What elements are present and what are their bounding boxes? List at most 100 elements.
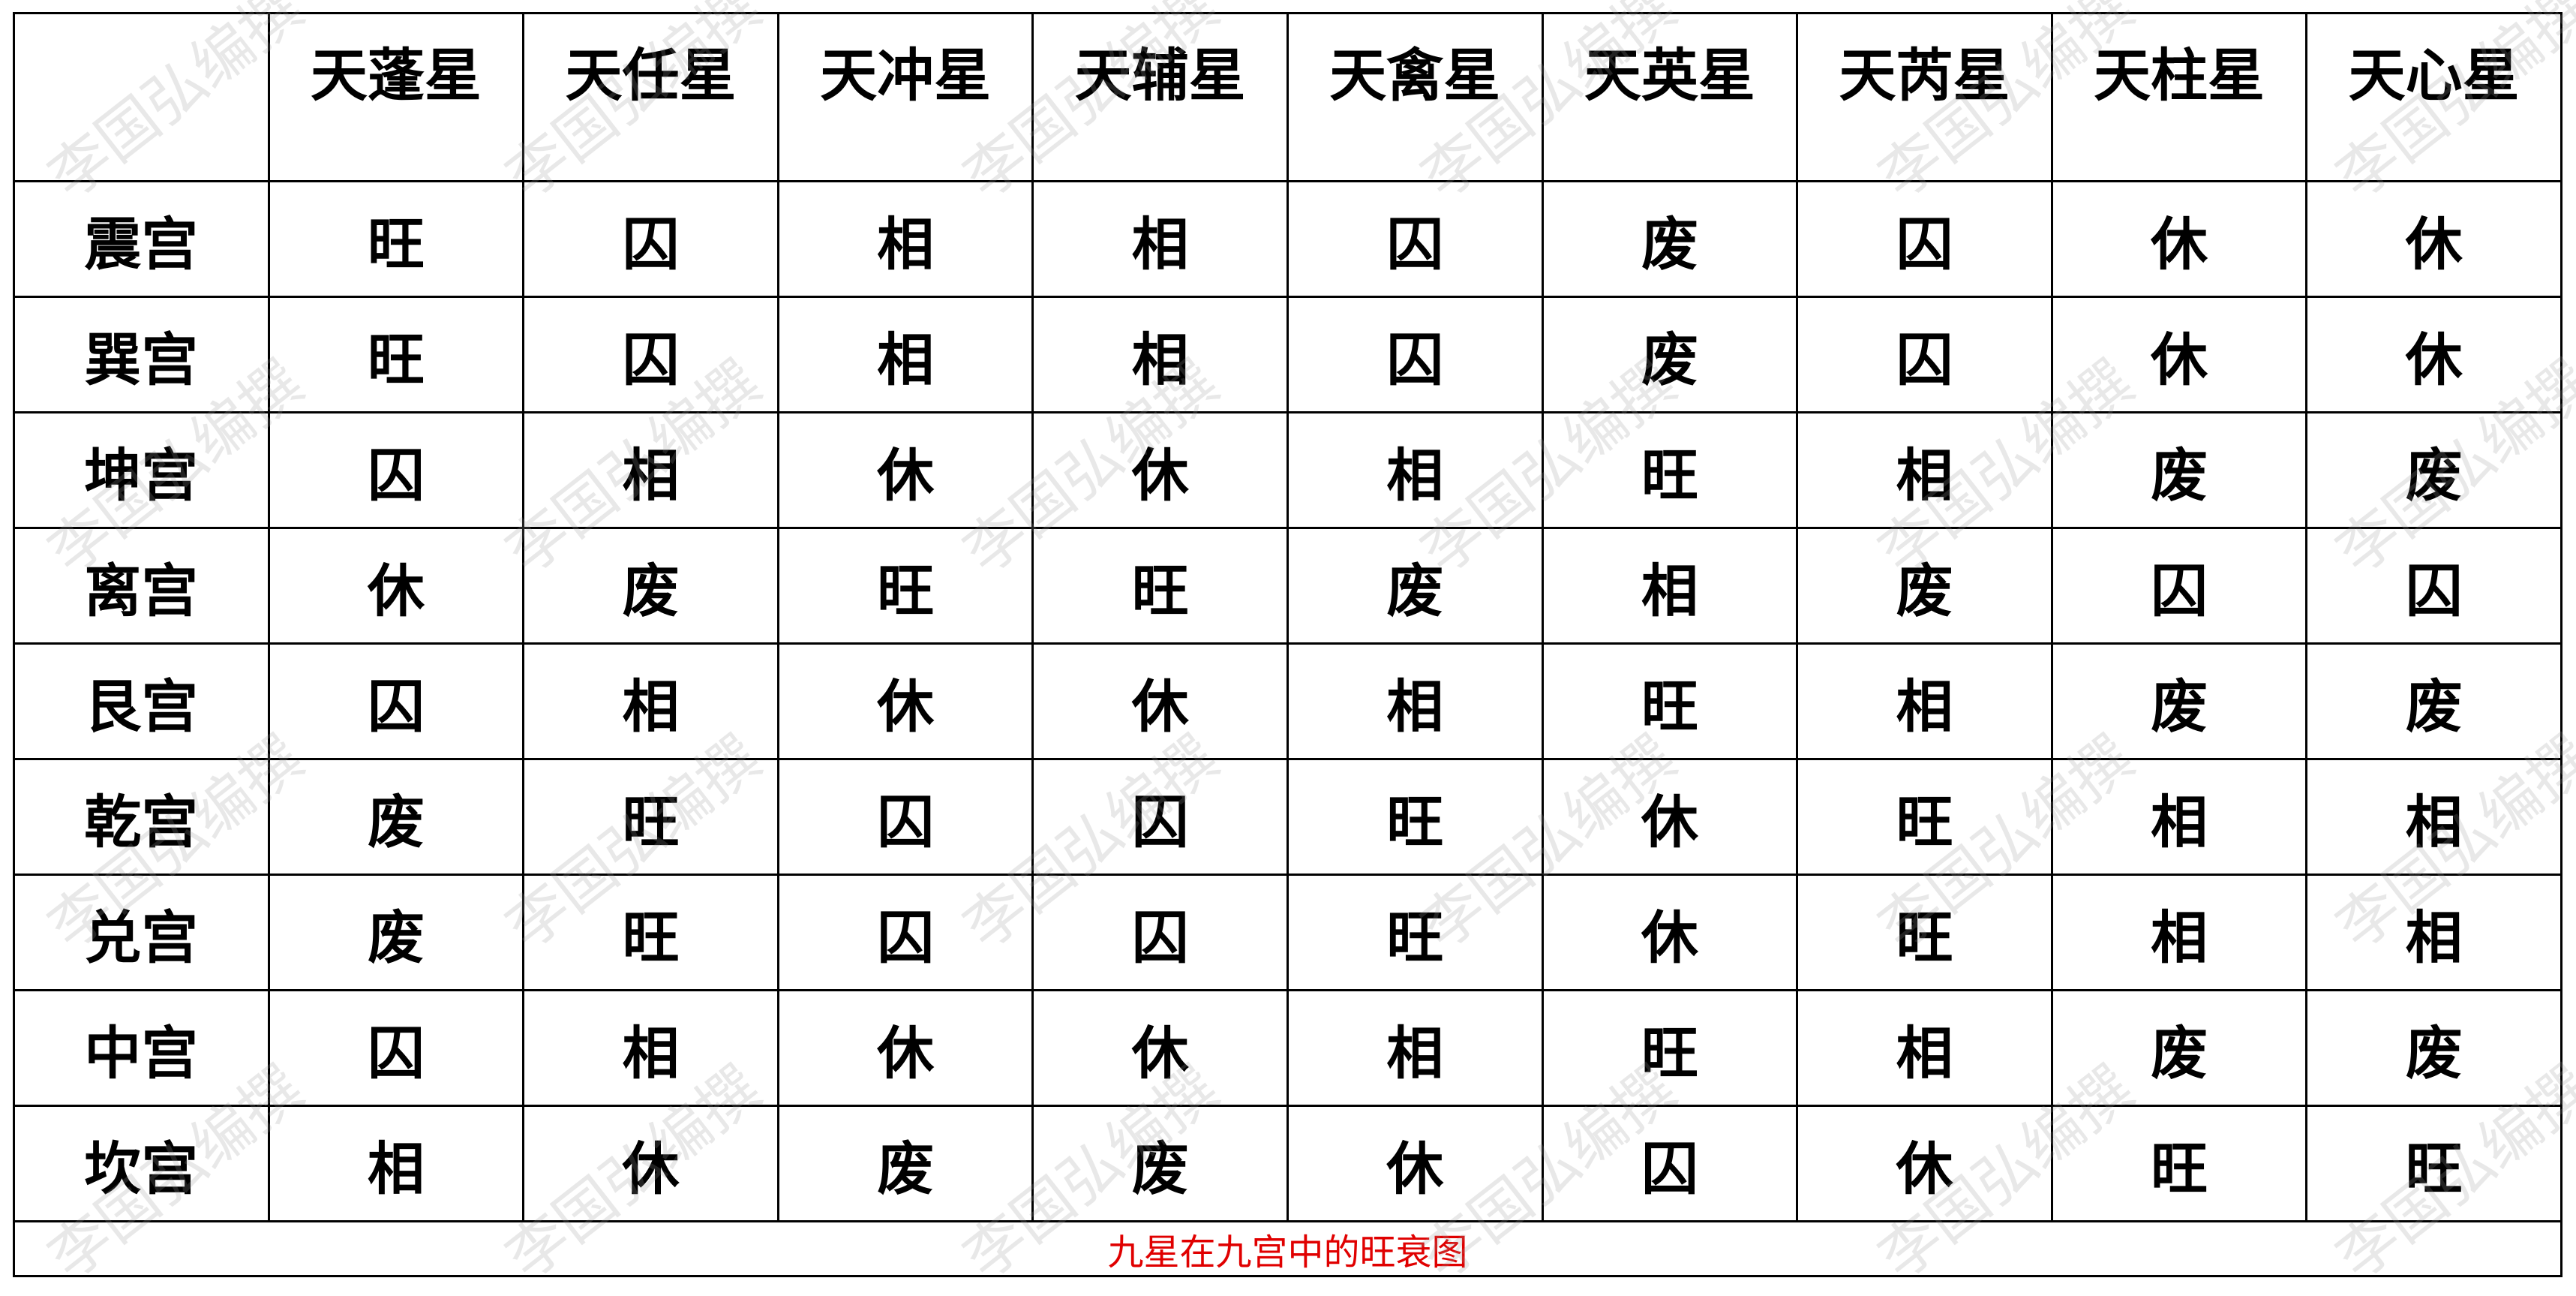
table-row: 坤宫囚相休休相旺相废废 bbox=[13, 411, 2562, 529]
star-header: 天柱星 bbox=[2050, 12, 2308, 182]
state-cell: 相 bbox=[1031, 180, 1289, 298]
state-cell: 相 bbox=[1286, 411, 1544, 529]
state-cell: 休 bbox=[2305, 296, 2562, 413]
state-cell: 囚 bbox=[267, 642, 525, 760]
state-cell: 囚 bbox=[1796, 296, 2053, 413]
state-cell: 旺 bbox=[2305, 1105, 2562, 1222]
state-cell: 休 bbox=[1031, 411, 1289, 529]
state-cell: 旺 bbox=[1541, 642, 1799, 760]
palace-label: 乾宫 bbox=[13, 758, 270, 876]
state-cell: 旺 bbox=[776, 527, 1034, 645]
star-header: 天禽星 bbox=[1286, 12, 1544, 182]
state-cell: 废 bbox=[2050, 411, 2308, 529]
state-cell: 休 bbox=[776, 642, 1034, 760]
header-row: 天蓬星 天任星 天冲星 天辅星 天禽星 天英星 天芮星 天柱星 天心星 bbox=[13, 12, 2562, 182]
state-cell: 相 bbox=[1796, 989, 2053, 1107]
state-cell: 休 bbox=[2305, 180, 2562, 298]
caption-row: 九星在九宫中的旺衰图 bbox=[13, 1220, 2562, 1277]
state-cell: 相 bbox=[522, 642, 779, 760]
state-cell: 囚 bbox=[522, 180, 779, 298]
state-cell: 废 bbox=[522, 527, 779, 645]
state-cell: 相 bbox=[1796, 411, 2053, 529]
palace-label: 中宫 bbox=[13, 989, 270, 1107]
table-row: 中宫囚相休休相旺相废废 bbox=[13, 989, 2562, 1107]
state-cell: 休 bbox=[1541, 758, 1799, 876]
star-header: 天辅星 bbox=[1031, 12, 1289, 182]
state-cell: 囚 bbox=[2050, 527, 2308, 645]
palace-label: 艮宫 bbox=[13, 642, 270, 760]
palace-label: 震宫 bbox=[13, 180, 270, 298]
palace-label: 兑宫 bbox=[13, 874, 270, 991]
state-cell: 废 bbox=[776, 1105, 1034, 1222]
state-cell: 旺 bbox=[1796, 758, 2053, 876]
state-cell: 废 bbox=[1796, 527, 2053, 645]
state-cell: 旺 bbox=[2050, 1105, 2308, 1222]
state-cell: 囚 bbox=[1031, 758, 1289, 876]
state-cell: 相 bbox=[522, 411, 779, 529]
state-cell: 囚 bbox=[1286, 180, 1544, 298]
palace-label: 坎宫 bbox=[13, 1105, 270, 1222]
table-row: 艮宫囚相休休相旺相废废 bbox=[13, 642, 2562, 760]
state-cell: 废 bbox=[2050, 642, 2308, 760]
state-cell: 废 bbox=[2050, 989, 2308, 1107]
state-cell: 相 bbox=[776, 180, 1034, 298]
table-row: 巽宫旺囚相相囚废囚休休 bbox=[13, 296, 2562, 413]
state-cell: 旺 bbox=[1286, 758, 1544, 876]
state-cell: 废 bbox=[2305, 989, 2562, 1107]
state-cell: 囚 bbox=[2305, 527, 2562, 645]
state-cell: 旺 bbox=[522, 758, 779, 876]
state-cell: 相 bbox=[1796, 642, 2053, 760]
state-cell: 废 bbox=[1541, 180, 1799, 298]
state-cell: 旺 bbox=[267, 180, 525, 298]
state-cell: 相 bbox=[267, 1105, 525, 1222]
state-cell: 囚 bbox=[267, 411, 525, 529]
palace-label: 巽宫 bbox=[13, 296, 270, 413]
state-cell: 相 bbox=[776, 296, 1034, 413]
state-cell: 囚 bbox=[522, 296, 779, 413]
state-cell: 囚 bbox=[1031, 874, 1289, 991]
state-cell: 休 bbox=[2050, 296, 2308, 413]
state-cell: 相 bbox=[2305, 874, 2562, 991]
state-cell: 囚 bbox=[776, 758, 1034, 876]
state-cell: 相 bbox=[2305, 758, 2562, 876]
star-palace-table: 天蓬星 天任星 天冲星 天辅星 天禽星 天英星 天芮星 天柱星 天心星 震宫旺囚相相囚废囚休休巽… bbox=[13, 12, 2562, 1277]
state-cell: 旺 bbox=[1286, 874, 1544, 991]
state-cell: 旺 bbox=[1541, 989, 1799, 1107]
state-cell: 休 bbox=[267, 527, 525, 645]
state-cell: 旺 bbox=[1031, 527, 1289, 645]
state-cell: 休 bbox=[1286, 1105, 1544, 1222]
state-cell: 相 bbox=[1031, 296, 1289, 413]
corner-cell bbox=[13, 12, 270, 182]
state-cell: 相 bbox=[2050, 874, 2308, 991]
state-cell: 相 bbox=[2050, 758, 2308, 876]
state-cell: 囚 bbox=[1541, 1105, 1799, 1222]
state-cell: 废 bbox=[1031, 1105, 1289, 1222]
table-row: 震宫旺囚相相囚废囚休休 bbox=[13, 180, 2562, 298]
palace-label: 离宫 bbox=[13, 527, 270, 645]
state-cell: 旺 bbox=[522, 874, 779, 991]
state-cell: 相 bbox=[1286, 989, 1544, 1107]
state-cell: 废 bbox=[267, 758, 525, 876]
star-header: 天蓬星 bbox=[267, 12, 525, 182]
state-cell: 休 bbox=[1796, 1105, 2053, 1222]
state-cell: 休 bbox=[1031, 642, 1289, 760]
table-row: 乾宫废旺囚囚旺休旺相相 bbox=[13, 758, 2562, 876]
table-row: 坎宫相休废废休囚休旺旺 bbox=[13, 1105, 2562, 1222]
palace-label: 坤宫 bbox=[13, 411, 270, 529]
state-cell: 相 bbox=[1541, 527, 1799, 645]
state-cell: 废 bbox=[2305, 642, 2562, 760]
state-cell: 囚 bbox=[1286, 296, 1544, 413]
state-cell: 旺 bbox=[1796, 874, 2053, 991]
state-cell: 囚 bbox=[776, 874, 1034, 991]
state-cell: 囚 bbox=[267, 989, 525, 1107]
table-caption: 九星在九宫中的旺衰图 bbox=[13, 1220, 2562, 1277]
star-header: 天英星 bbox=[1541, 12, 1799, 182]
state-cell: 废 bbox=[267, 874, 525, 991]
state-cell: 相 bbox=[522, 989, 779, 1107]
state-cell: 旺 bbox=[267, 296, 525, 413]
star-header: 天冲星 bbox=[776, 12, 1034, 182]
state-cell: 休 bbox=[1541, 874, 1799, 991]
state-cell: 休 bbox=[1031, 989, 1289, 1107]
state-cell: 废 bbox=[1286, 527, 1544, 645]
state-cell: 相 bbox=[1286, 642, 1544, 760]
